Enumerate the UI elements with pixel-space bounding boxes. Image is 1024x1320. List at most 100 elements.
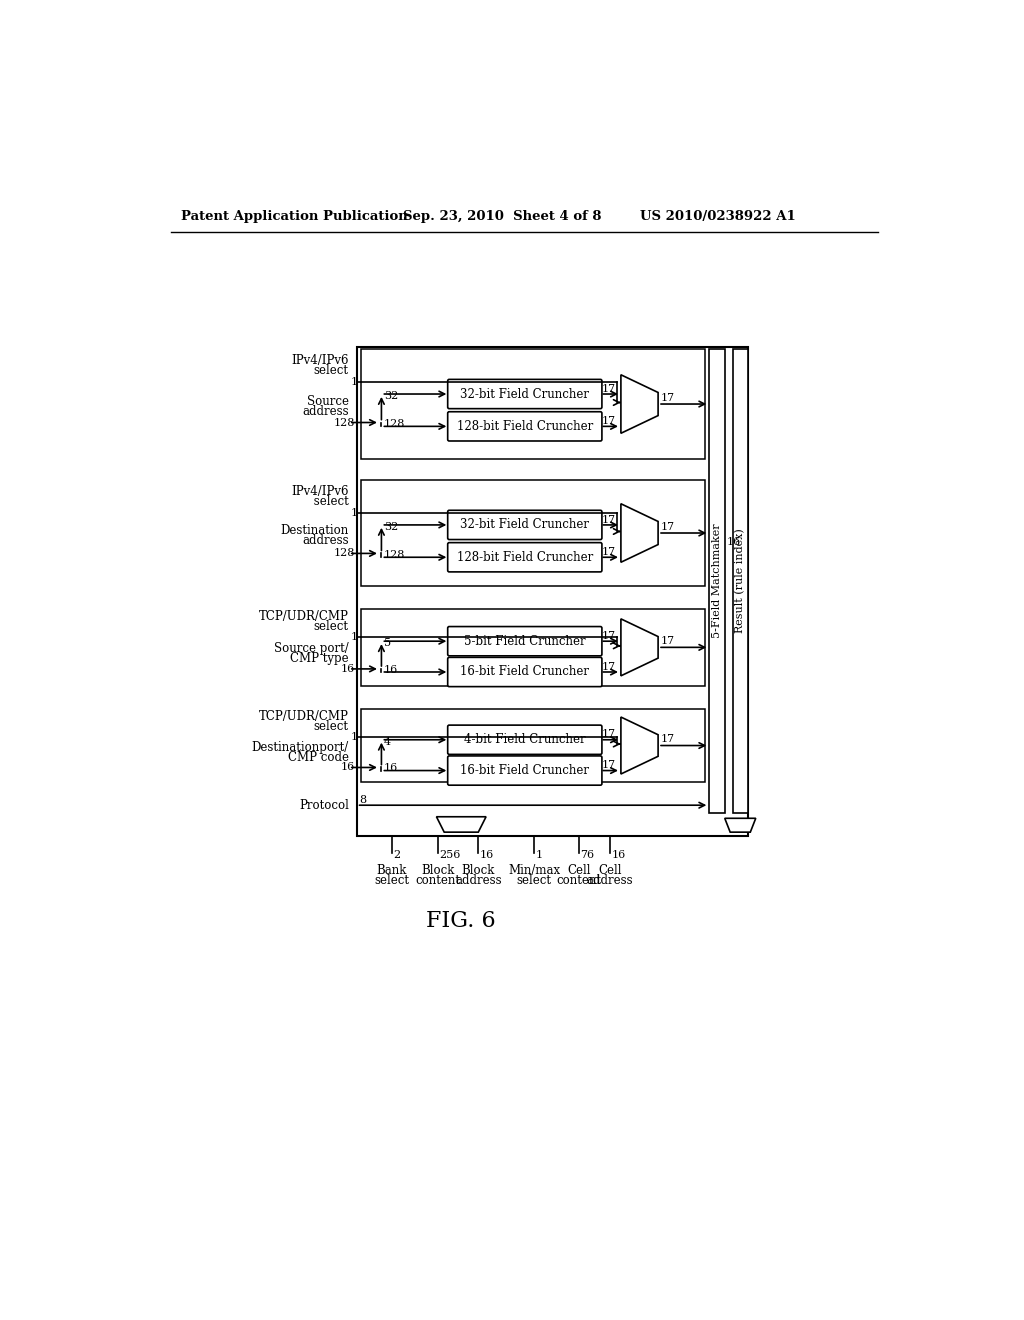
Bar xyxy=(360,609,706,686)
Text: TCP/UDR/CMP: TCP/UDR/CMP xyxy=(259,610,349,623)
Text: 16: 16 xyxy=(480,850,495,859)
Polygon shape xyxy=(621,375,658,433)
Text: 17: 17 xyxy=(602,760,616,770)
Text: Bank: Bank xyxy=(376,865,407,878)
Text: address: address xyxy=(302,405,349,418)
Text: 5: 5 xyxy=(384,639,391,648)
Text: 16: 16 xyxy=(341,664,355,675)
Text: 17: 17 xyxy=(602,416,616,426)
Text: select: select xyxy=(314,721,349,733)
Text: TCP/UDR/CMP: TCP/UDR/CMP xyxy=(259,710,349,723)
FancyBboxPatch shape xyxy=(447,412,602,441)
Bar xyxy=(360,350,706,459)
Text: Protocol: Protocol xyxy=(299,799,349,812)
Text: content: content xyxy=(416,875,461,887)
Text: Cell: Cell xyxy=(567,865,591,878)
Text: select: select xyxy=(310,495,349,508)
Text: CMP type: CMP type xyxy=(290,652,349,665)
Text: 1: 1 xyxy=(350,376,357,387)
Text: 17: 17 xyxy=(602,515,616,524)
Text: Min/max: Min/max xyxy=(508,865,560,878)
Text: IPv4/IPv6: IPv4/IPv6 xyxy=(292,354,349,367)
Text: 1: 1 xyxy=(350,631,357,642)
Text: 17: 17 xyxy=(602,730,616,739)
Text: 128: 128 xyxy=(384,550,406,560)
Text: 17: 17 xyxy=(602,661,616,672)
Text: 17: 17 xyxy=(660,521,675,532)
Text: 32-bit Field Cruncher: 32-bit Field Cruncher xyxy=(461,519,589,532)
Text: 17: 17 xyxy=(602,631,616,640)
Text: FIG. 6: FIG. 6 xyxy=(426,909,496,932)
Text: Block: Block xyxy=(421,865,455,878)
Bar xyxy=(360,480,706,586)
Text: 16: 16 xyxy=(384,665,398,675)
Text: content: content xyxy=(557,875,601,887)
Text: 76: 76 xyxy=(581,850,595,859)
Polygon shape xyxy=(436,817,486,832)
Text: 17: 17 xyxy=(660,393,675,403)
Text: CMP code: CMP code xyxy=(288,751,349,764)
Bar xyxy=(710,348,725,813)
Polygon shape xyxy=(621,619,658,676)
FancyBboxPatch shape xyxy=(447,379,602,409)
Bar xyxy=(356,347,748,836)
FancyBboxPatch shape xyxy=(447,657,602,686)
Polygon shape xyxy=(621,717,658,774)
FancyBboxPatch shape xyxy=(447,756,602,785)
Text: Block: Block xyxy=(462,865,495,878)
Text: 16: 16 xyxy=(384,763,398,774)
Text: 128: 128 xyxy=(334,417,355,428)
Text: 32-bit Field Cruncher: 32-bit Field Cruncher xyxy=(461,388,589,400)
Polygon shape xyxy=(621,504,658,562)
Text: Patent Application Publication: Patent Application Publication xyxy=(180,210,408,223)
Polygon shape xyxy=(725,818,756,832)
Text: 256: 256 xyxy=(439,850,461,859)
Text: 5-bit Field Cruncher: 5-bit Field Cruncher xyxy=(464,635,586,648)
Text: 32: 32 xyxy=(384,391,398,401)
Text: 4: 4 xyxy=(384,737,391,747)
Text: Source port/: Source port/ xyxy=(274,643,349,656)
Text: select: select xyxy=(314,620,349,634)
Text: 1: 1 xyxy=(350,508,357,517)
Text: select: select xyxy=(374,875,409,887)
Text: 16-bit Field Cruncher: 16-bit Field Cruncher xyxy=(461,665,589,678)
Bar xyxy=(360,709,706,781)
Text: 128: 128 xyxy=(384,418,406,429)
Text: Source: Source xyxy=(307,395,349,408)
Text: IPv4/IPv6: IPv4/IPv6 xyxy=(292,484,349,498)
Text: 128: 128 xyxy=(334,548,355,558)
Text: 16: 16 xyxy=(611,850,626,859)
FancyBboxPatch shape xyxy=(447,725,602,755)
Text: Cell: Cell xyxy=(598,865,622,878)
FancyBboxPatch shape xyxy=(447,627,602,656)
Text: select: select xyxy=(516,875,552,887)
Text: 5-Field Matchmaker: 5-Field Matchmaker xyxy=(712,524,722,638)
Text: Sep. 23, 2010  Sheet 4 of 8: Sep. 23, 2010 Sheet 4 of 8 xyxy=(403,210,602,223)
Text: 16: 16 xyxy=(341,763,355,772)
Text: 4-bit Field Cruncher: 4-bit Field Cruncher xyxy=(464,733,586,746)
Text: 32: 32 xyxy=(384,523,398,532)
Text: 17: 17 xyxy=(602,546,616,557)
Text: Destination: Destination xyxy=(281,524,349,537)
Text: 17: 17 xyxy=(602,384,616,393)
Text: address: address xyxy=(302,533,349,546)
Text: 1: 1 xyxy=(350,731,357,742)
FancyBboxPatch shape xyxy=(447,543,602,572)
Text: 1: 1 xyxy=(536,850,543,859)
Text: Result (rule index): Result (rule index) xyxy=(735,528,745,634)
Text: US 2010/0238922 A1: US 2010/0238922 A1 xyxy=(640,210,796,223)
Text: 16: 16 xyxy=(727,537,741,548)
Text: 16-bit Field Cruncher: 16-bit Field Cruncher xyxy=(461,764,589,777)
Text: address: address xyxy=(587,875,634,887)
Text: 8: 8 xyxy=(359,795,366,805)
FancyBboxPatch shape xyxy=(447,511,602,540)
Text: 17: 17 xyxy=(660,636,675,647)
Text: select: select xyxy=(314,363,349,376)
Text: address: address xyxy=(455,875,502,887)
Text: 2: 2 xyxy=(393,850,400,859)
Text: Destinationport/: Destinationport/ xyxy=(252,741,349,754)
Text: 128-bit Field Cruncher: 128-bit Field Cruncher xyxy=(457,420,593,433)
Bar xyxy=(732,348,748,813)
Text: 128-bit Field Cruncher: 128-bit Field Cruncher xyxy=(457,550,593,564)
Text: 17: 17 xyxy=(660,734,675,744)
